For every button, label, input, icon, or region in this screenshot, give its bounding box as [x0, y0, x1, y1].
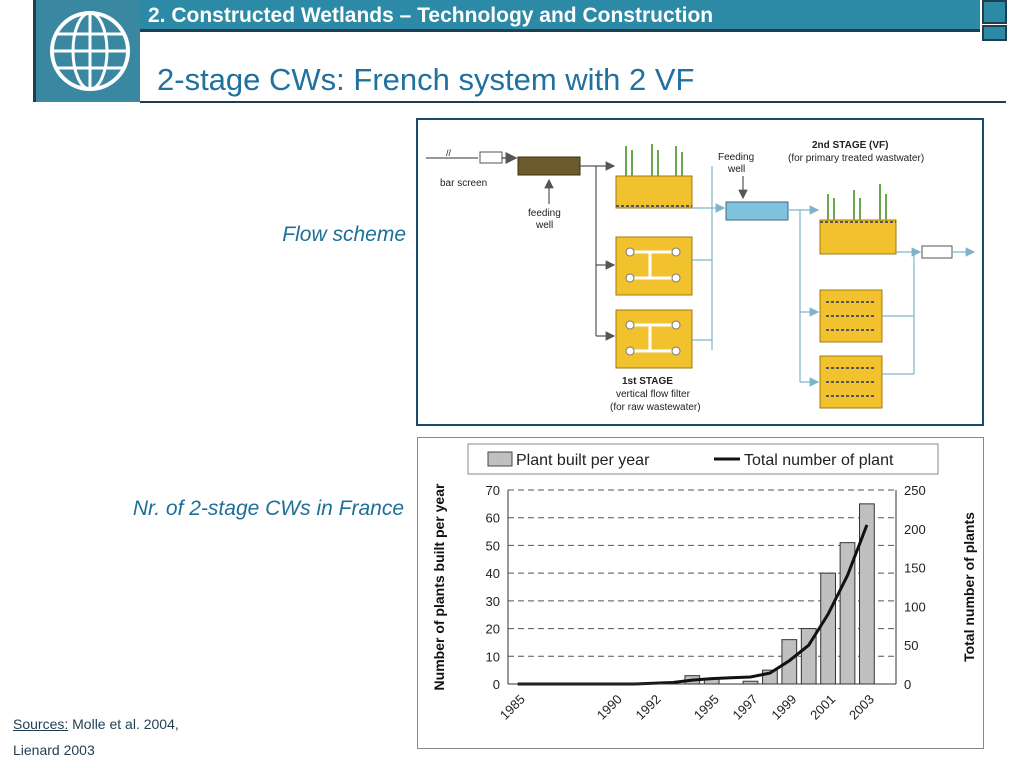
x-tick-label: 1990 — [594, 692, 625, 723]
x-tick-label: 1985 — [497, 692, 528, 723]
chart-grid — [508, 489, 896, 657]
stage1-subtitle: (for raw wastewater) — [610, 402, 701, 413]
sources-text: Lienard 2003 — [13, 742, 95, 758]
y2-axis-title: Total number of plants — [961, 512, 977, 662]
feeding-well-2-label: well — [727, 164, 745, 175]
chart-legend — [467, 443, 939, 475]
y2-tick-label: 250 — [904, 483, 926, 498]
plant-count-chart: Plant built per year Total number of pla… — [417, 437, 984, 749]
corner-decoration — [982, 25, 1007, 41]
bar-screen — [479, 151, 503, 164]
legend-bar-label: Plant built per year — [516, 452, 650, 469]
y2-tick-label: 50 — [904, 638, 918, 653]
y-tick-label: 60 — [486, 511, 500, 526]
y2-tick-label: 150 — [904, 561, 926, 576]
reed-plants — [625, 144, 683, 176]
svg-text://: // — [446, 148, 452, 158]
logo-panel — [33, 0, 140, 102]
sources-text: Molle et al. 2004, — [68, 716, 179, 732]
y-tick-label: 40 — [486, 566, 500, 581]
flow-scheme-svg: // bar screen feeding well — [426, 140, 976, 413]
legend-bar-swatch — [487, 451, 513, 467]
chart-bars — [684, 503, 875, 685]
bar-screen-label: bar screen — [440, 178, 487, 189]
world-bank-globe-logo — [50, 11, 130, 91]
count-chart-label: Nr. of 2-stage CWs in France — [132, 497, 404, 520]
stage2-filter-plan — [819, 289, 883, 343]
bar-2001 — [820, 572, 836, 685]
stage1-filter-section — [615, 175, 693, 209]
x-tick-label: 1992 — [633, 692, 664, 723]
y2-tick-label: 100 — [904, 599, 926, 614]
y-tick-label: 30 — [486, 594, 500, 609]
y-tick-label: 0 — [493, 677, 500, 692]
flow-scheme-label: Flow scheme — [282, 223, 406, 246]
stage1-title: 1st STAGE — [622, 376, 673, 387]
sources-note: Sources: Molle et al. 2004, Lienard 2003 — [13, 711, 179, 763]
y-axis-title: Number of plants built per year — [431, 483, 447, 690]
stage2-subtitle: (for primary treated wastwater) — [788, 153, 924, 164]
stage2-filter-plan — [819, 355, 883, 409]
sources-label: Sources: — [13, 716, 69, 732]
x-tick-label: 1997 — [730, 692, 761, 723]
corner-decoration — [982, 0, 1007, 24]
x-tick-label: 1995 — [691, 692, 722, 723]
y-tick-label: 20 — [486, 622, 500, 637]
legend-line-label: Total number of plant — [744, 452, 894, 469]
chart-svg: Plant built per year Total number of pla… — [431, 443, 977, 723]
header-divider — [140, 101, 1006, 103]
chart-tick-labels: 0 10 20 30 40 50 60 70 0 50 100 150 200 250 1985 1990 19… — [486, 483, 926, 723]
reed-plants — [827, 184, 887, 220]
y2-tick-label: 200 — [904, 522, 926, 537]
feeding-well-2 — [725, 201, 789, 221]
section-title: 2. Constructed Wetlands – Technology and… — [148, 4, 714, 27]
stage2-filter-section — [819, 219, 897, 255]
feeding-well-2-label: Feeding — [718, 152, 754, 163]
y2-tick-label: 0 — [904, 677, 911, 692]
feeding-well-1-label: feeding — [528, 208, 561, 219]
stage2-title: 2nd STAGE (VF) — [812, 140, 888, 151]
bar-2003 — [859, 503, 875, 685]
y-tick-label: 10 — [486, 649, 500, 664]
feeding-well-1 — [517, 156, 581, 176]
stage1-subtitle: vertical flow filter — [616, 389, 691, 400]
flow-scheme-diagram: // bar screen feeding well — [416, 118, 984, 426]
x-tick-label: 1999 — [768, 692, 799, 723]
section-title-bar: 2. Constructed Wetlands – Technology and… — [140, 0, 980, 32]
y-tick-label: 50 — [486, 538, 500, 553]
outlet-pipe — [921, 245, 953, 259]
slide-title: 2-stage CWs: French system with 2 VF — [157, 62, 695, 97]
stage1-filter-plan — [615, 309, 693, 369]
chart-axes — [507, 490, 897, 685]
x-tick-label: 2003 — [846, 692, 877, 723]
x-tick-label: 2001 — [807, 692, 838, 723]
stage1-filter-plan — [615, 236, 693, 296]
feeding-well-1-label: well — [535, 220, 553, 231]
y-tick-label: 70 — [486, 483, 500, 498]
